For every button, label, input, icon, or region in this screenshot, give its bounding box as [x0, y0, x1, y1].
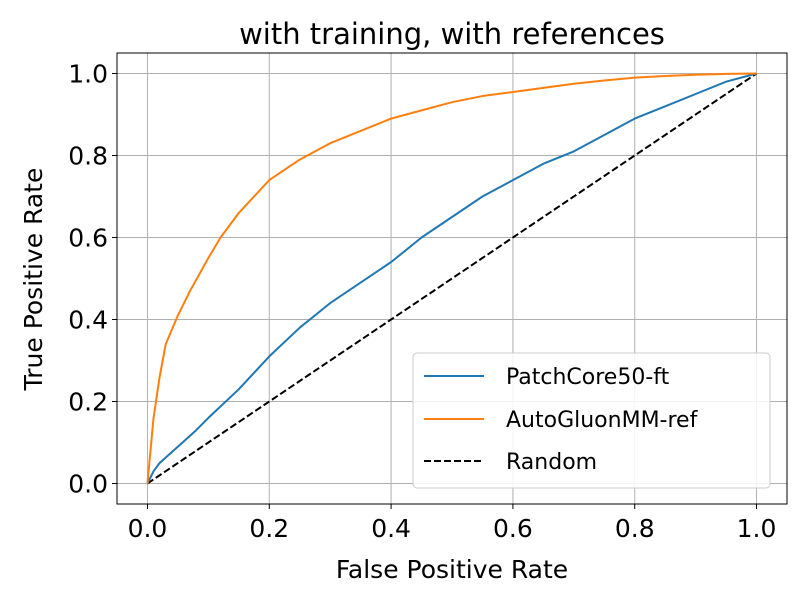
- x-axis-label: False Positive Rate: [336, 555, 568, 584]
- x-tick-label: 1.0: [737, 514, 777, 543]
- axis-ticks: 0.0 0.2 0.4 0.6 0.8 1.0 0.0 0.2 0.4 0.6 0.8 1.0: [68, 60, 776, 544]
- x-tick-label: 0.6: [493, 514, 533, 543]
- x-tick-label: 0.8: [615, 514, 655, 543]
- y-tick-label: 0.8: [68, 142, 108, 171]
- y-tick-label: 0.6: [68, 224, 108, 253]
- series-line-random: [146, 72, 758, 485]
- x-tick-label: 0.2: [249, 514, 289, 543]
- legend-label-autogluon: AutoGluonMM-ref: [506, 408, 699, 433]
- series-line-patchcore: [146, 72, 757, 484]
- chart-title: with training, with references: [239, 17, 665, 51]
- legend: PatchCore50-ft AutoGluonMM-ref Random: [412, 352, 771, 489]
- x-tick-label: 0.0: [128, 514, 168, 543]
- series-lines: [146, 72, 758, 485]
- legend-label-random: Random: [506, 450, 597, 475]
- series-line-autogluon: [146, 72, 757, 484]
- y-tick-label: 0.4: [68, 306, 108, 335]
- y-tick-label: 1.0: [68, 60, 108, 89]
- legend-label-patchcore: PatchCore50-ft: [506, 365, 670, 390]
- y-tick-label: 0.2: [68, 388, 108, 417]
- x-tick-label: 0.4: [371, 514, 411, 543]
- plot-frame: [116, 52, 788, 505]
- y-tick-label: 0.0: [68, 470, 108, 499]
- legend-box: [412, 352, 771, 489]
- y-axis-label: True Positive Rate: [19, 168, 48, 392]
